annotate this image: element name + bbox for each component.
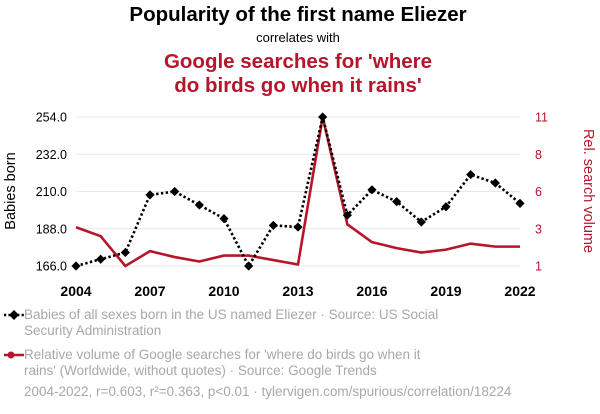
y-right-tick-label: 3: [535, 222, 542, 236]
legend-item-searches-line1: Relative volume of Google searches for '…: [24, 347, 421, 362]
x-tick-label: 2016: [356, 283, 387, 299]
y-left-tick-label: 254.0: [36, 111, 67, 125]
y-right-tick-label: 11: [535, 111, 548, 125]
dotted-diamond-line-icon: [4, 310, 24, 320]
legend-item-babies-line1: Babies of all sexes born in the US named…: [24, 307, 439, 322]
series-babies-point: [392, 197, 402, 207]
series-babies-point: [293, 222, 303, 232]
legend-item-babies: Babies of all sexes born in the US named…: [4, 307, 596, 339]
chart-subtitle: correlates with: [256, 30, 340, 45]
chart-title2-line1: Google searches for 'where: [164, 50, 432, 73]
x-tick-label: 2004: [60, 283, 91, 299]
chart-title2-line2: do birds go when it rains': [174, 74, 421, 97]
y-left-axis: 166.0 188.0 210.0 232.0 254.0: [36, 111, 67, 274]
legend-item-searches: Relative volume of Google searches for '…: [4, 347, 596, 379]
series-babies-point: [170, 186, 180, 197]
footer-note: 2004-2022, r=0.603, r²=0.363, p<0.01 · t…: [24, 384, 512, 399]
series-babies-point: [367, 185, 377, 195]
series-babies-point: [466, 169, 476, 180]
grid: [76, 116, 520, 267]
x-tick-label: 2007: [134, 283, 165, 299]
series-search-volume-line: [75, 115, 520, 268]
y-left-tick-label: 166.0: [36, 260, 67, 274]
series-babies-point: [71, 261, 81, 271]
y-left-tick-label: 232.0: [36, 148, 67, 162]
series-babies-point: [268, 220, 278, 230]
y-right-tick-label: 1: [535, 260, 542, 274]
series-babies-point: [145, 190, 155, 200]
chart-title: Popularity of the first name Eliezer: [129, 3, 466, 26]
series-babies-point: [244, 261, 254, 271]
series-babies-point: [441, 202, 451, 212]
series-babies-point: [490, 178, 500, 188]
series-babies-point: [120, 247, 130, 258]
series-babies-point: [515, 198, 525, 208]
series-babies-point: [96, 254, 106, 264]
y-left-tick-label: 210.0: [36, 185, 67, 199]
y-right-axis-label: Rel. search volume: [580, 129, 596, 253]
y-left-tick-label: 188.0: [36, 222, 67, 236]
x-tick-label: 2010: [208, 283, 239, 299]
y-right-tick-label: 6: [535, 185, 542, 199]
series-babies-point: [318, 112, 328, 122]
red-line-dot-icon: [4, 351, 24, 359]
series-babies-point: [342, 210, 352, 220]
series-babies-point: [219, 213, 229, 224]
y-right-axis: 1 3 6 8 11: [535, 111, 548, 274]
legend-item-babies-line2: Security Administration: [24, 323, 162, 338]
series-babies-point: [416, 217, 426, 227]
x-tick-label: 2013: [282, 283, 313, 299]
series-babies-point: [194, 200, 204, 210]
series-layer: [71, 112, 525, 271]
x-tick-label: 2022: [504, 283, 535, 299]
x-tick-label: 2019: [430, 283, 461, 299]
legend-item-searches-line2: rains' (Worldwide, without quotes) · Sou…: [24, 363, 377, 378]
y-left-axis-label: Babies born: [3, 152, 19, 229]
y-right-tick-label: 8: [535, 148, 542, 162]
x-axis: 2004 2007 2010 2013 2016 2019 2022: [60, 283, 535, 299]
